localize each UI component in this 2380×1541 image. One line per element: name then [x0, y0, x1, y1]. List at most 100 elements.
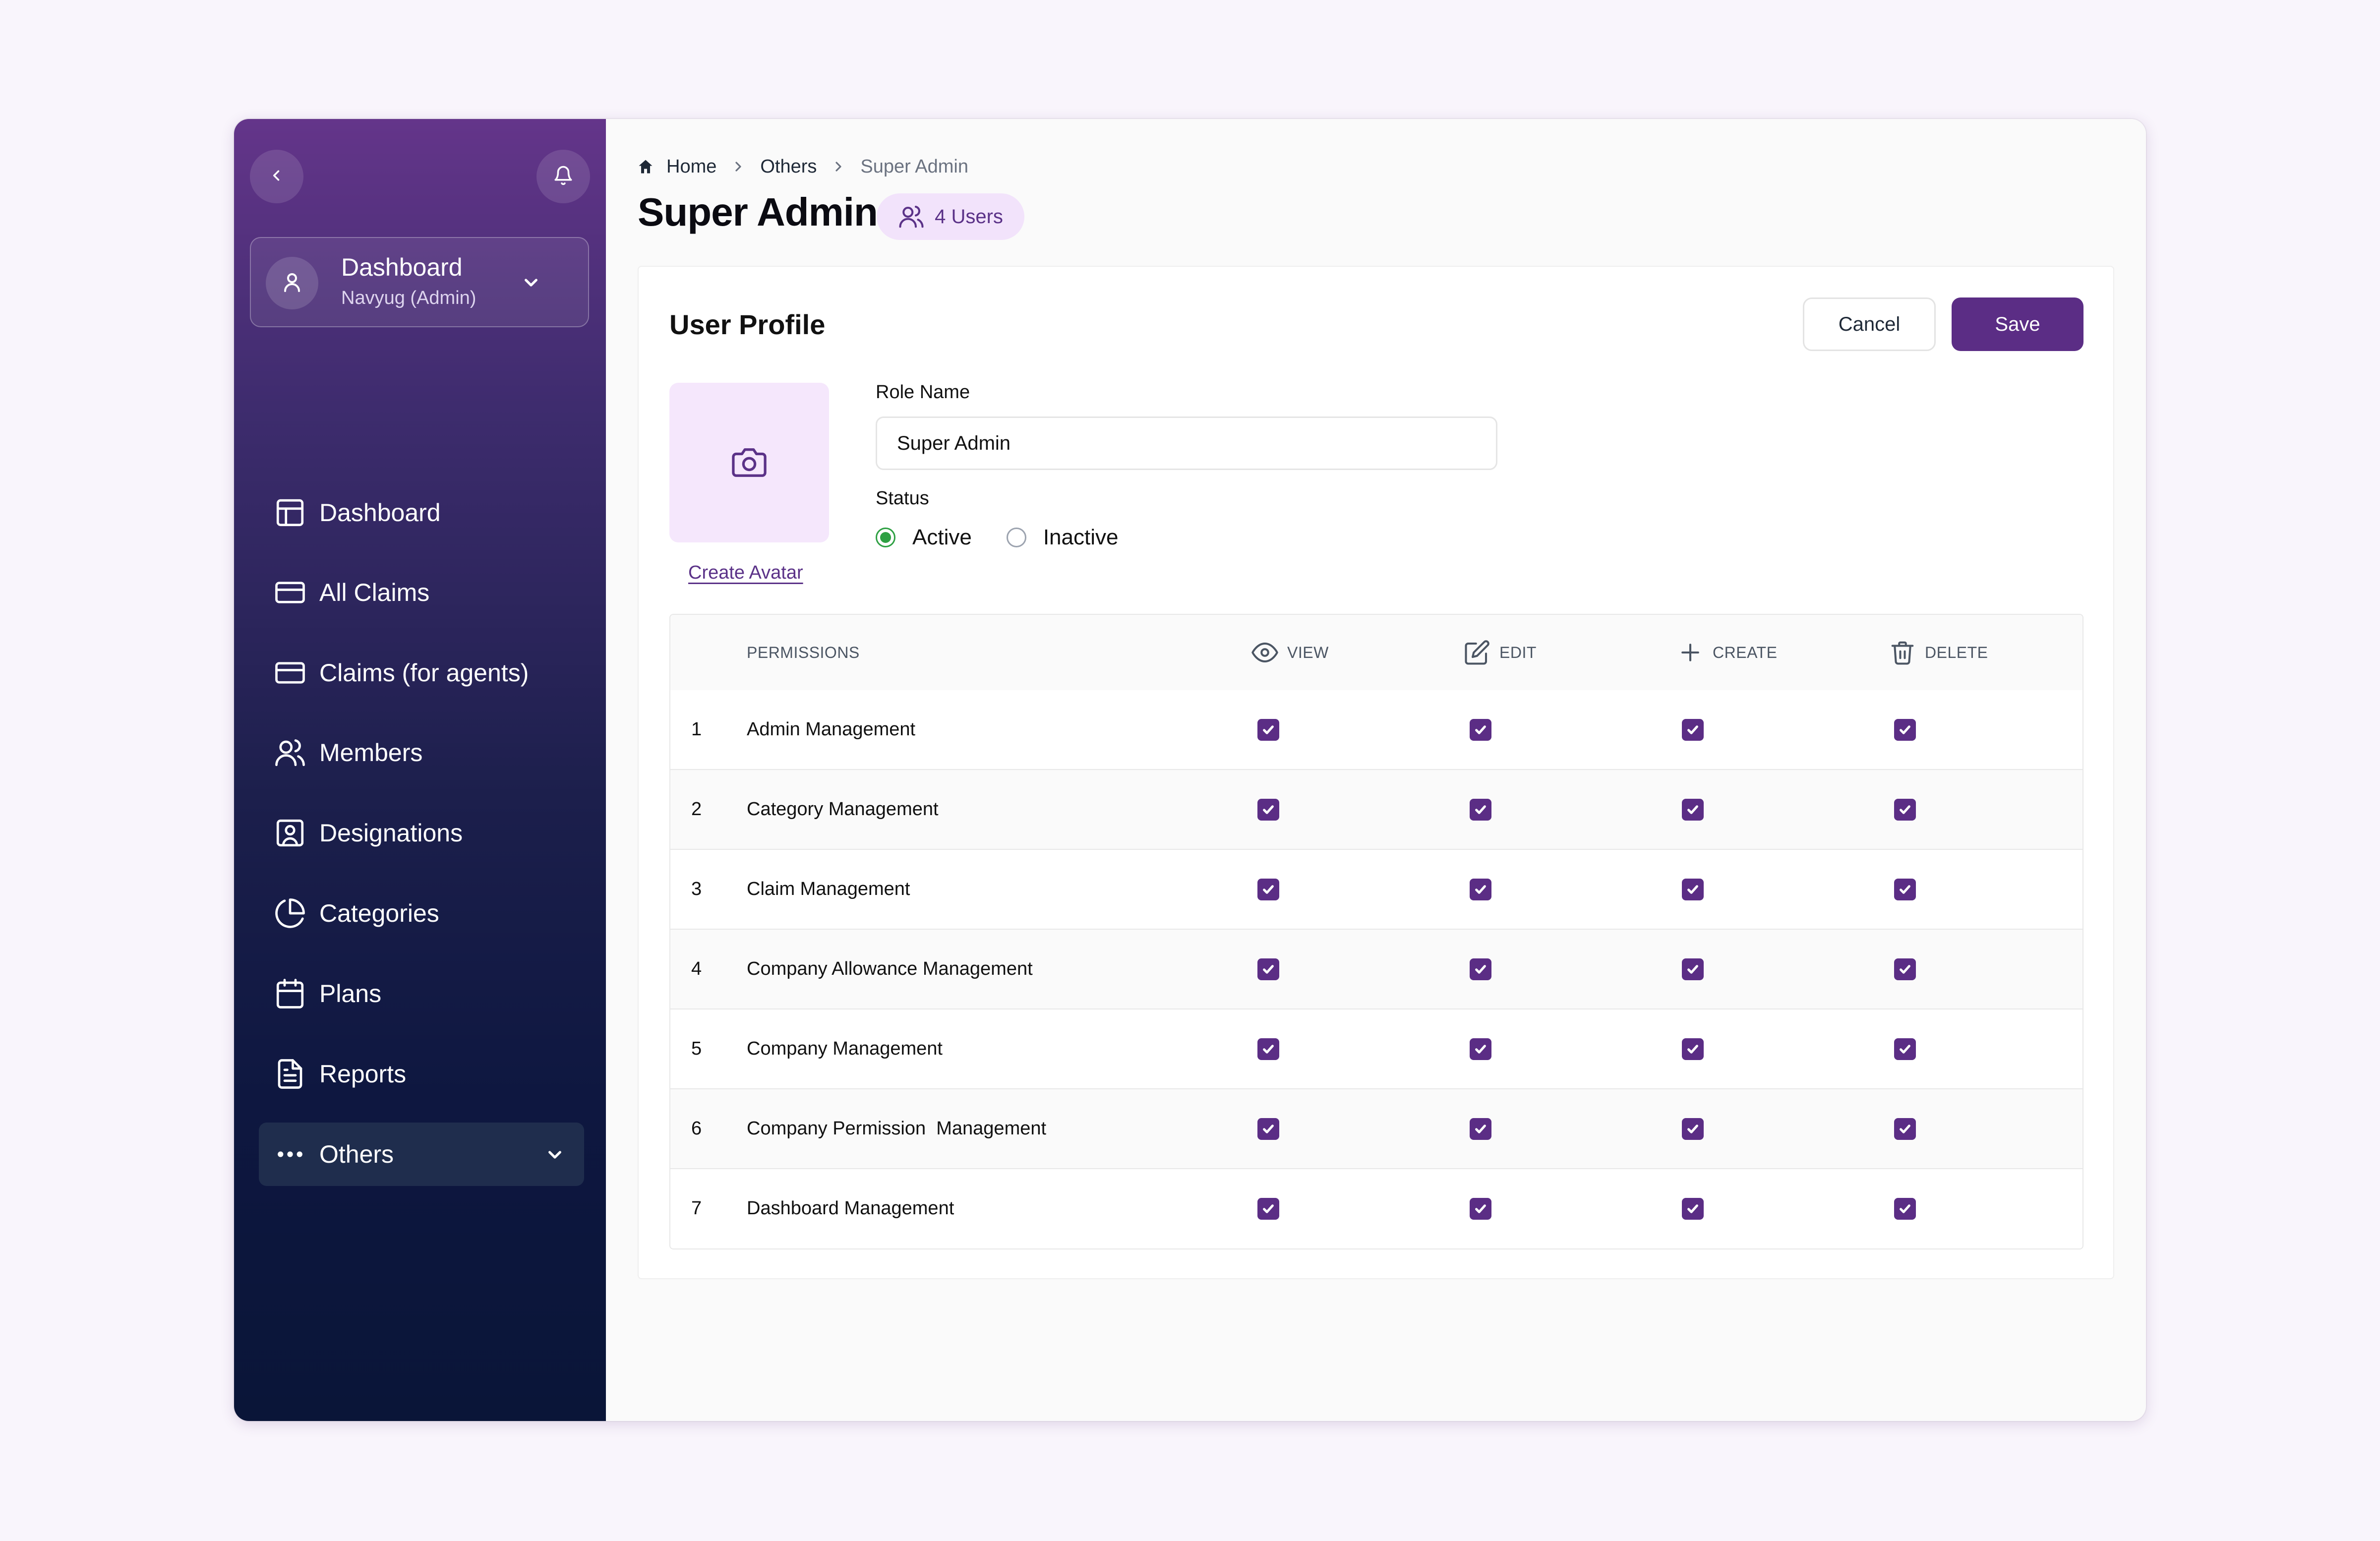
sidebar-item-label: Others — [319, 1140, 394, 1168]
role-name-label: Role Name — [876, 382, 970, 403]
view-checkbox[interactable] — [1257, 1198, 1279, 1220]
edit-checkbox[interactable] — [1470, 799, 1491, 821]
app-window: Dashboard Navyug (Admin) Dashboard All C… — [234, 119, 2146, 1421]
main-content: Home Others Super Admin Super Admin 4 Us… — [606, 119, 2146, 1421]
delete-checkbox[interactable] — [1894, 879, 1916, 900]
row-number: 2 — [691, 799, 702, 820]
radio-label: Active — [912, 525, 972, 549]
pie-chart-icon — [274, 897, 306, 930]
view-checkbox[interactable] — [1257, 1038, 1279, 1060]
sidebar-item-label: Plans — [319, 980, 382, 1008]
sidebar-item-all-claims[interactable]: All Claims — [259, 561, 584, 624]
radio-indicator — [1006, 528, 1026, 547]
account-name: Dashboard — [341, 253, 463, 281]
breadcrumb-others-link[interactable]: Others — [760, 156, 817, 177]
notifications-button[interactable] — [536, 150, 590, 203]
calendar-icon — [274, 977, 306, 1010]
sidebar-item-members[interactable]: Members — [259, 721, 584, 784]
status-radio-group: Active Inactive — [876, 523, 1153, 552]
create-avatar-link[interactable]: Create Avatar — [688, 562, 803, 583]
breadcrumb-home-link[interactable]: Home — [666, 156, 717, 177]
edit-checkbox[interactable] — [1470, 958, 1491, 980]
edit-checkbox[interactable] — [1470, 1038, 1491, 1060]
sidebar-item-label: Designations — [319, 819, 463, 847]
breadcrumb: Home Others Super Admin — [637, 153, 968, 180]
trash-icon — [1889, 639, 1925, 666]
credit-card-icon — [274, 576, 306, 609]
create-checkbox[interactable] — [1682, 879, 1704, 900]
eye-icon — [1251, 639, 1287, 666]
collapse-sidebar-button[interactable] — [250, 150, 303, 203]
create-checkbox[interactable] — [1682, 1198, 1704, 1220]
view-checkbox[interactable] — [1257, 719, 1279, 741]
view-checkbox[interactable] — [1257, 958, 1279, 980]
save-button[interactable]: Save — [1952, 297, 2083, 351]
radio-label: Inactive — [1043, 525, 1119, 549]
create-checkbox[interactable] — [1682, 958, 1704, 980]
permission-name: Company Management — [747, 1038, 943, 1059]
column-header-label: EDIT — [1499, 643, 1537, 661]
edit-checkbox[interactable] — [1470, 1198, 1491, 1220]
chevron-down-icon — [519, 270, 543, 295]
view-checkbox[interactable] — [1257, 879, 1279, 900]
delete-checkbox[interactable] — [1894, 719, 1916, 741]
layout-icon — [274, 496, 306, 529]
row-number: 6 — [691, 1118, 702, 1139]
id-card-icon — [274, 817, 306, 849]
column-header-label: VIEW — [1287, 643, 1329, 661]
status-inactive-radio[interactable]: Inactive — [1006, 525, 1119, 550]
delete-checkbox[interactable] — [1894, 958, 1916, 980]
column-header-label: DELETE — [1925, 643, 1988, 661]
create-checkbox[interactable] — [1682, 1038, 1704, 1060]
breadcrumb-current: Super Admin — [860, 156, 968, 177]
column-header-edit: EDIT — [1464, 615, 1537, 690]
edit-checkbox[interactable] — [1470, 1118, 1491, 1140]
status-active-radio[interactable]: Active — [876, 525, 972, 550]
delete-checkbox[interactable] — [1894, 1038, 1916, 1060]
radio-selected-indicator — [876, 528, 895, 547]
delete-checkbox[interactable] — [1894, 1198, 1916, 1220]
view-checkbox[interactable] — [1257, 1118, 1279, 1140]
sidebar-item-label: Dashboard — [319, 499, 441, 527]
table-row: 5 Company Management — [670, 1009, 2082, 1089]
sidebar-item-label: Categories — [319, 899, 439, 927]
sidebar-item-plans[interactable]: Plans — [259, 962, 584, 1025]
edit-icon — [1464, 639, 1499, 666]
credit-card-icon — [274, 656, 306, 689]
sidebar-item-label: Claims (for agents) — [319, 659, 529, 687]
avatar-upload[interactable] — [669, 383, 829, 542]
page-title: Super Admin — [638, 190, 878, 234]
account-switcher[interactable]: Dashboard Navyug (Admin) — [250, 237, 589, 327]
table-header: PERMISSIONS VIEW EDIT — [670, 615, 2082, 691]
row-number: 7 — [691, 1198, 702, 1219]
row-number: 5 — [691, 1038, 702, 1059]
sidebar-item-others[interactable]: Others — [259, 1123, 584, 1186]
chevron-right-icon — [730, 159, 746, 175]
create-checkbox[interactable] — [1682, 799, 1704, 821]
edit-checkbox[interactable] — [1470, 879, 1491, 900]
sidebar-item-categories[interactable]: Categories — [259, 882, 584, 945]
sidebar-item-dashboard[interactable]: Dashboard — [259, 481, 584, 544]
sidebar-item-reports[interactable]: Reports — [259, 1042, 584, 1106]
role-name-input[interactable] — [876, 416, 1497, 470]
column-header-permissions: PERMISSIONS — [747, 643, 860, 661]
sidebar-item-designations[interactable]: Designations — [259, 801, 584, 865]
permission-name: Admin Management — [747, 719, 916, 740]
table-row: 3 Claim Management — [670, 850, 2082, 930]
home-icon — [637, 158, 654, 176]
cancel-button[interactable]: Cancel — [1803, 297, 1936, 351]
file-text-icon — [274, 1058, 306, 1090]
create-checkbox[interactable] — [1682, 1118, 1704, 1140]
permission-name: Company Permission Management — [747, 1118, 1047, 1139]
users-icon — [898, 203, 935, 230]
users-count-badge[interactable]: 4 Users — [877, 193, 1024, 240]
edit-checkbox[interactable] — [1470, 719, 1491, 741]
sidebar-item-claims-for-agents[interactable]: Claims (for agents) — [259, 641, 584, 705]
view-checkbox[interactable] — [1257, 799, 1279, 821]
delete-checkbox[interactable] — [1894, 799, 1916, 821]
delete-checkbox[interactable] — [1894, 1118, 1916, 1140]
status-label: Status — [876, 488, 929, 509]
sidebar-item-label: Members — [319, 739, 423, 767]
create-checkbox[interactable] — [1682, 719, 1704, 741]
column-header-view: VIEW — [1251, 615, 1329, 690]
